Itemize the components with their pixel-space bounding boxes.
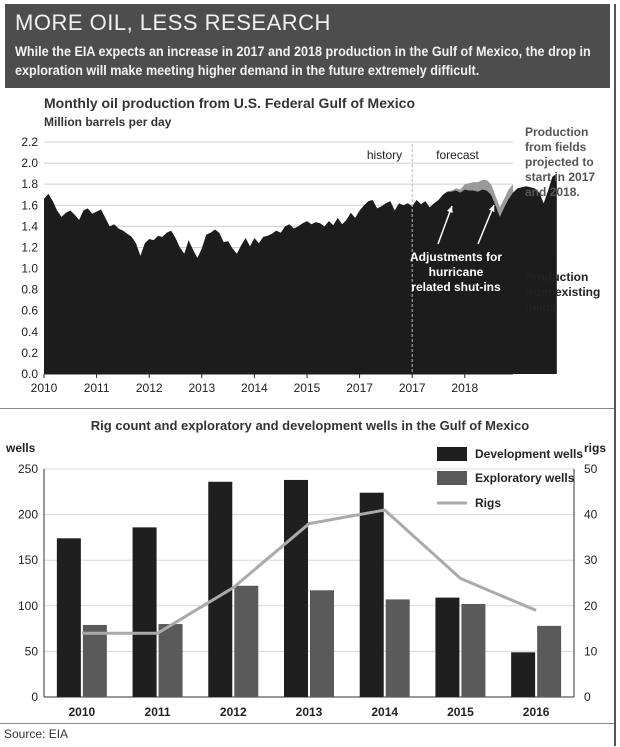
exploratory-wells-bar [234, 585, 259, 697]
chart2-right-tick: 20 [584, 599, 598, 613]
chart2-left-tick: 0 [31, 690, 38, 704]
chart2-x-tick: 2012 [220, 705, 247, 719]
chart1-y-tick: 1.2 [21, 240, 38, 254]
rigs-line [81, 508, 537, 635]
legend-swatch [437, 447, 467, 461]
hurricane-annotation: Adjustments for hurricane related shut-ins [410, 250, 502, 294]
hurricane-arrows [437, 204, 495, 245]
new-fields-annotation: Production from fields projected to start i… [525, 125, 595, 199]
exploratory-wells-bar [158, 624, 183, 697]
development-wells-bar [284, 479, 308, 697]
development-wells-bar [435, 597, 460, 697]
new-fields-area [438, 180, 513, 217]
chart1-x-axis: 2010 2011 2012 2013 2014 2015 2017 2017 2018 [31, 373, 513, 395]
chart1-title: Monthly oil production from U.S. Federal… [44, 95, 415, 111]
chart2-ylabel: wells [5, 441, 36, 455]
chart2-left-tick: 150 [18, 553, 38, 567]
hurricane-arrow-head [446, 206, 453, 213]
hurricane-arrow-head [488, 205, 495, 212]
chart1-ylabel: Million barrels per day [44, 115, 172, 129]
chart1-y-tick: 0.6 [21, 304, 38, 318]
chart2-bars [56, 479, 562, 697]
chart2-y2label: rigs [584, 441, 606, 455]
chart2-right-tick: 40 [584, 508, 598, 522]
chart2-left-axis: 0 50 100 150 200 250 [18, 462, 574, 704]
chart1-x-tick: 2017 [346, 381, 373, 395]
chart1-x-tick: 2012 [136, 381, 163, 395]
chart1-x-tick: 2015 [294, 381, 321, 395]
chart1-y-tick: 0.0 [21, 367, 38, 381]
chart2-right-tick: 0 [584, 690, 591, 704]
exploratory-wells-bar [537, 625, 562, 697]
development-wells-bar [359, 492, 384, 697]
development-wells-bar [511, 652, 536, 697]
chart1-x-tick: 2017 [399, 381, 426, 395]
history-label: history [367, 148, 402, 162]
chart1-x-tick: 2010 [31, 381, 58, 395]
chart1-y-tick: 1.0 [21, 262, 38, 276]
chart2-right-tick: 30 [584, 553, 598, 567]
chart2-legend: Development wells Exploratory wells Rigs [437, 447, 583, 510]
page-subtitle: While the EIA expects an increase in 201… [15, 43, 591, 78]
exploratory-wells-bar [385, 599, 410, 697]
chart1-x-tick: 2011 [84, 381, 110, 395]
legend-swatch [437, 471, 467, 485]
legend-label: Exploratory wells [475, 471, 575, 485]
chart2-title: Rig count and exploratory and developmen… [91, 418, 530, 433]
chart2-x-tick: 2013 [296, 705, 323, 719]
chart1-y-tick: 2.2 [21, 135, 38, 149]
chart2-left-tick: 100 [18, 599, 38, 613]
exploratory-wells-bar [461, 603, 486, 697]
chart1-y-tick: 0.2 [21, 346, 38, 360]
source-note: Source: EIA [4, 727, 69, 741]
chart1-x-tick: 2018 [451, 381, 478, 395]
chart2-right-axis: 0 10 20 30 40 50 [573, 462, 598, 704]
header-banner: MORE OIL, LESS RESEARCH While the EIA ex… [5, 4, 610, 88]
chart2-x-tick: 2016 [523, 705, 550, 719]
forecast-label: forecast [436, 148, 479, 162]
chart2-left-tick: 50 [25, 644, 39, 658]
chart1-y-axis: 0.0 0.2 0.4 0.6 0.8 1.0 1.2 1.4 1.6 1.8 2.0 2.2 [21, 135, 38, 381]
chart2-x-tick: 2015 [447, 705, 474, 719]
chart1-y-tick: 1.8 [21, 177, 38, 191]
hurricane-arrow [437, 205, 453, 245]
rigs-wells-chart: Rig count and exploratory and developmen… [5, 418, 606, 719]
frame-border [614, 4, 616, 746]
hurricane-arrow [477, 204, 495, 245]
chart2-right-tick: 50 [584, 462, 598, 476]
chart2-x-tick: 2011 [145, 705, 171, 719]
chart2-x-tick: 2014 [371, 705, 398, 719]
chart1-y-tick: 0.8 [21, 283, 38, 297]
chart1-y-tick: 1.4 [21, 219, 38, 233]
legend-label: Development wells [475, 447, 583, 461]
chart2-left-tick: 250 [18, 462, 38, 476]
exploratory-wells-bar [310, 590, 334, 697]
chart2-x-tick: 2010 [69, 705, 96, 719]
existing-fields-area [44, 173, 557, 374]
page-title: MORE OIL, LESS RESEARCH [15, 10, 331, 35]
chart2-x-axis: 2010 2011 2012 2013 2014 2015 2016 [69, 705, 550, 719]
chart1-y-tick: 1.6 [21, 198, 38, 212]
legend-label: Rigs [475, 496, 501, 510]
existing-fields-annotation: Production from existing fields [525, 270, 600, 314]
section-divider [0, 408, 614, 409]
chart1-y-tick: 2.0 [21, 156, 38, 170]
production-area-chart: Monthly oil production from U.S. Federal… [21, 95, 600, 395]
exploratory-wells-bar [82, 624, 107, 697]
development-wells-bar [132, 527, 157, 697]
chart2-right-tick: 10 [584, 644, 598, 658]
chart1-y-tick: 0.4 [21, 325, 38, 339]
chart1-x-tick: 2013 [188, 381, 215, 395]
chart1-x-tick: 2014 [241, 381, 268, 395]
chart2-left-tick: 200 [18, 508, 38, 522]
footer-rule [0, 723, 614, 724]
development-wells-bar [56, 538, 81, 697]
